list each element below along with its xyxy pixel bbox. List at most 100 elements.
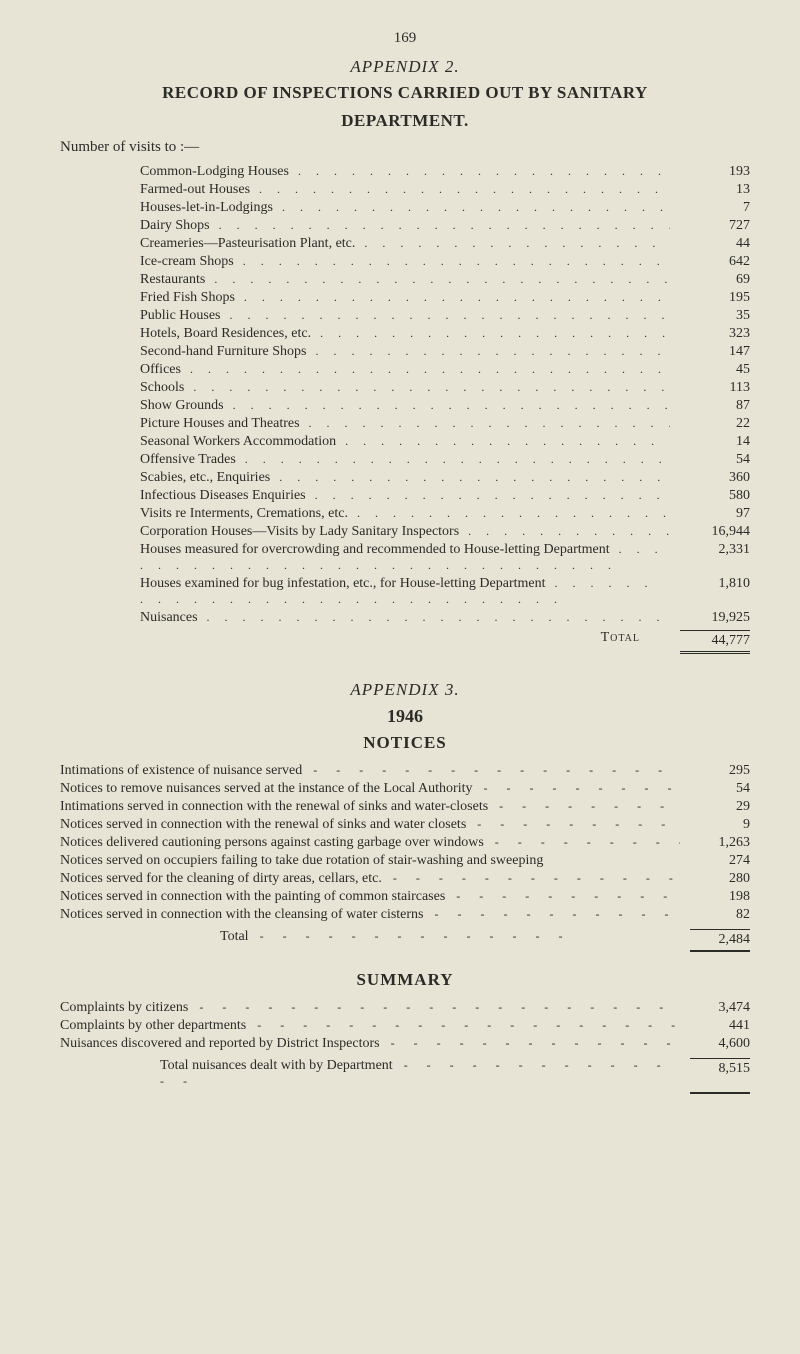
visits-value: 69	[670, 272, 750, 288]
summary-rule	[690, 1092, 750, 1094]
notices-total-label: Total	[60, 929, 690, 948]
visits-value: 19,925	[670, 610, 750, 626]
visits-row: Scabies, etc., Enquiries360	[60, 470, 750, 486]
visits-row: Ice-cream Shops642	[60, 254, 750, 270]
notices-row: Notices served for the cleaning of dirty…	[60, 871, 750, 887]
visits-label: Show Grounds	[140, 398, 670, 414]
visits-row: Fried Fish Shops195	[60, 290, 750, 306]
visits-row: Farmed-out Houses13	[60, 182, 750, 198]
visits-value: 22	[670, 416, 750, 432]
visits-label: Infectious Diseases Enquiries	[140, 488, 670, 504]
summary-label: Complaints by other departments	[60, 1018, 680, 1034]
appendix3-heading: NOTICES	[60, 733, 750, 753]
appendix3-title: APPENDIX 3.	[60, 680, 750, 700]
notices-label: Intimations served in connection with th…	[60, 799, 680, 815]
appendix2-heading-line2: DEPARTMENT.	[60, 111, 750, 131]
visits-value: 580	[670, 488, 750, 504]
visits-row: Houses measured for overcrowding and rec…	[60, 542, 750, 574]
summary-value: 3,474	[680, 1000, 750, 1016]
notices-value: 198	[680, 889, 750, 905]
visits-value: 193	[670, 164, 750, 180]
visits-label: Common-Lodging Houses	[140, 164, 670, 180]
notices-label: Intimations of existence of nuisance ser…	[60, 763, 680, 779]
appendix2-title: APPENDIX 2.	[60, 57, 750, 77]
visits-label: Houses-let-in-Lodgings	[140, 200, 670, 216]
visits-label: Second-hand Furniture Shops	[140, 344, 670, 360]
visits-total-value: 44,777	[680, 630, 750, 654]
visits-value: 113	[670, 380, 750, 396]
notices-table: Intimations of existence of nuisance ser…	[60, 763, 750, 923]
notices-rule	[690, 950, 750, 952]
notices-label: Notices to remove nuisances served at th…	[60, 781, 680, 797]
visits-row: Second-hand Furniture Shops147	[60, 344, 750, 360]
visits-row: Houses-let-in-Lodgings7	[60, 200, 750, 216]
visits-row: Creameries—Pasteurisation Plant, etc.44	[60, 236, 750, 252]
visits-value: 35	[670, 308, 750, 324]
summary-row: Nuisances discovered and reported by Dis…	[60, 1036, 750, 1052]
visits-total-row: Total 44,777	[60, 630, 750, 654]
visits-value: 45	[670, 362, 750, 378]
summary-heading: SUMMARY	[60, 970, 750, 990]
notices-value: 295	[680, 763, 750, 779]
notices-label: Notices delivered cautioning persons aga…	[60, 835, 680, 851]
visits-value: 195	[670, 290, 750, 306]
document-page: 169 APPENDIX 2. RECORD OF INSPECTIONS CA…	[0, 0, 800, 1134]
notices-row: Intimations of existence of nuisance ser…	[60, 763, 750, 779]
notices-label: Notices served in connection with the re…	[60, 817, 680, 833]
visits-value: 1,810	[670, 576, 750, 592]
notices-row: Notices served in connection with the pa…	[60, 889, 750, 905]
notices-value: 274	[680, 853, 750, 869]
visits-row: Offices45	[60, 362, 750, 378]
notices-row: Notices to remove nuisances served at th…	[60, 781, 750, 797]
appendix2-intro: Number of visits to :—	[60, 139, 750, 156]
visits-label: Seasonal Workers Accommodation	[140, 434, 670, 450]
summary-label: Nuisances discovered and reported by Dis…	[60, 1036, 680, 1052]
summary-row: Complaints by citizens3,474	[60, 1000, 750, 1016]
visits-row: Hotels, Board Residences, etc.323	[60, 326, 750, 342]
notices-row: Notices served in connection with the cl…	[60, 907, 750, 923]
visits-label: Visits re Interments, Cremations, etc.	[140, 506, 670, 522]
visits-label: Hotels, Board Residences, etc.	[140, 326, 670, 342]
appendix3-year: 1946	[60, 706, 750, 727]
visits-table: Common-Lodging Houses193 Farmed-out House…	[60, 164, 750, 626]
visits-label: Fried Fish Shops	[140, 290, 670, 306]
notices-label: Notices served in connection with the cl…	[60, 907, 680, 923]
appendix2-heading-line1: RECORD OF INSPECTIONS CARRIED OUT BY SAN…	[60, 83, 750, 103]
summary-value: 441	[680, 1018, 750, 1034]
visits-row: Houses examined for bug infestation, etc…	[60, 576, 750, 608]
visits-value: 642	[670, 254, 750, 270]
visits-value: 13	[670, 182, 750, 198]
page-number: 169	[60, 30, 750, 47]
visits-label: Offices	[140, 362, 670, 378]
visits-label: Restaurants	[140, 272, 670, 288]
visits-value: 7	[670, 200, 750, 216]
notices-value: 54	[680, 781, 750, 797]
notices-row: Notices delivered cautioning persons aga…	[60, 835, 750, 851]
visits-row: Infectious Diseases Enquiries580	[60, 488, 750, 504]
notices-row: Notices served in connection with the re…	[60, 817, 750, 833]
notices-value: 29	[680, 799, 750, 815]
summary-total-row: Total nuisances dealt with by Department…	[60, 1058, 750, 1090]
visits-value: 147	[670, 344, 750, 360]
visits-row: Schools113	[60, 380, 750, 396]
notices-value: 9	[680, 817, 750, 833]
visits-row: Dairy Shops727	[60, 218, 750, 234]
visits-label: Ice-cream Shops	[140, 254, 670, 270]
visits-total-label: Total	[601, 630, 640, 654]
visits-row: Seasonal Workers Accommodation14	[60, 434, 750, 450]
notices-label: Notices served in connection with the pa…	[60, 889, 680, 905]
visits-row: Show Grounds87	[60, 398, 750, 414]
visits-value: 360	[670, 470, 750, 486]
summary-total-value: 8,515	[690, 1058, 750, 1090]
visits-row: Public Houses35	[60, 308, 750, 324]
visits-value: 727	[670, 218, 750, 234]
visits-row: Common-Lodging Houses193	[60, 164, 750, 180]
notices-total-row: Total 2,484	[60, 929, 750, 948]
summary-total-label: Total nuisances dealt with by Department	[60, 1058, 690, 1090]
visits-label: Corporation Houses—Visits by Lady Sanita…	[140, 524, 670, 540]
visits-label: Dairy Shops	[140, 218, 670, 234]
summary-row: Complaints by other departments441	[60, 1018, 750, 1034]
visits-label: Picture Houses and Theatres	[140, 416, 670, 432]
notices-total-value: 2,484	[690, 929, 750, 948]
notices-value: 1,263	[680, 835, 750, 851]
